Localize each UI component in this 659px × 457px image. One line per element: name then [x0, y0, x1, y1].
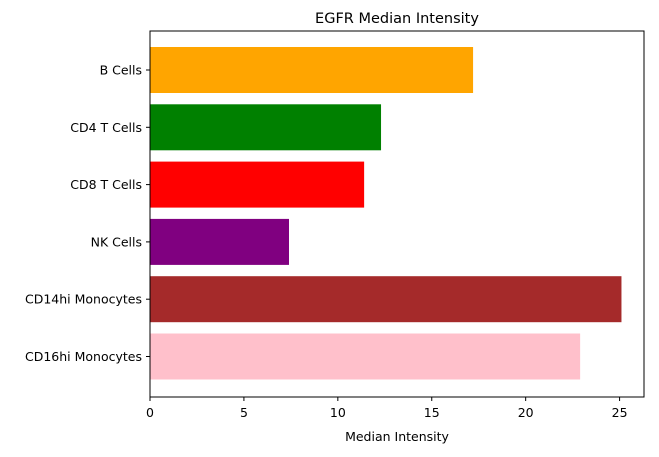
chart-title: EGFR Median Intensity — [315, 11, 479, 27]
y-tick-label: CD4 T Cells — [70, 120, 142, 135]
x-tick-label: 0 — [146, 405, 154, 420]
bar-cd8-t-cells — [150, 161, 365, 208]
y-tick-label: CD14hi Monocytes — [25, 292, 142, 307]
x-tick-label: 15 — [424, 405, 440, 420]
y-tick-label: NK Cells — [91, 234, 142, 249]
bar-cd14hi-monocytes — [150, 276, 622, 323]
x-tick-label: 25 — [612, 405, 628, 420]
y-tick-label: CD8 T Cells — [70, 177, 142, 192]
x-tick-label: 5 — [240, 405, 248, 420]
bars-layer — [150, 47, 622, 380]
bar-cd16hi-monocytes — [150, 333, 581, 380]
bar-b-cells — [150, 47, 474, 93]
x-axis-label: Median Intensity — [345, 429, 449, 444]
y-tick-label: CD16hi Monocytes — [25, 349, 142, 364]
bar-nk-cells — [150, 218, 289, 265]
x-axis-ticks: 0 5 10 15 20 25 — [146, 397, 628, 420]
y-tick-label: B Cells — [100, 63, 142, 78]
x-tick-label: 20 — [518, 405, 534, 420]
x-tick-label: 10 — [330, 405, 346, 420]
bar-cd4-t-cells — [150, 104, 382, 151]
plot-frame — [149, 30, 645, 398]
y-axis-ticks: B Cells CD4 T Cells CD8 T Cells NK Cells CD1… — [25, 63, 150, 364]
